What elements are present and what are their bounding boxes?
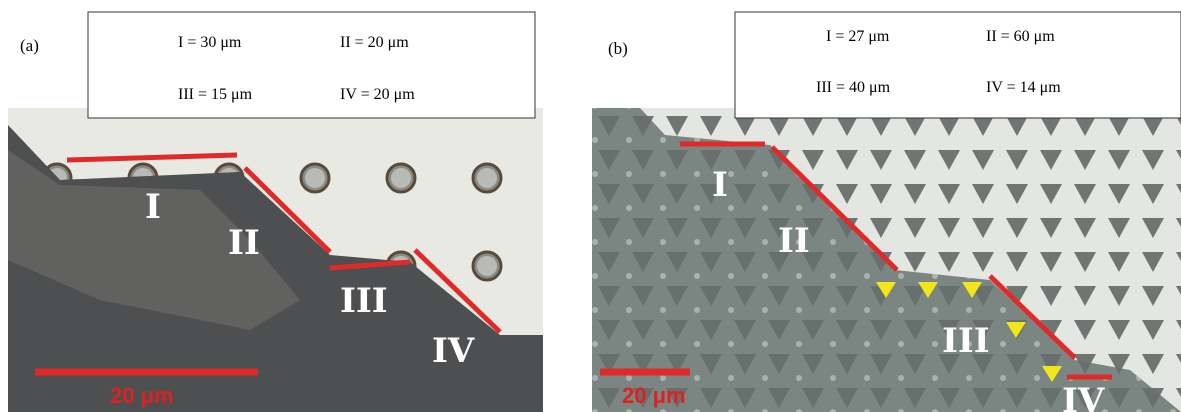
legend-box (88, 12, 535, 118)
segment-label: IV (1062, 381, 1105, 412)
measurement: II = 60 μm (986, 28, 1055, 45)
panel-b: I II III IV 20 μm (b) I = 27 μm II = 60 … (592, 12, 1181, 412)
segment-label: II (228, 223, 260, 263)
measurement: I = 30 μm (178, 34, 242, 51)
segment-label: III (340, 281, 388, 321)
segment-label: I (712, 165, 728, 205)
scale-bar-label: 20 μm (622, 383, 686, 408)
measurement: I = 27 μm (826, 28, 890, 45)
legend-box (735, 12, 1181, 118)
panel-label: (a) (20, 36, 39, 55)
segment-label: I (145, 187, 161, 227)
panel-a: I II III IV 20 μm (a) I = 30 μm II = 20 … (8, 12, 543, 412)
scale-bar-label: 20 μm (110, 383, 174, 408)
measurement: III = 15 μm (178, 86, 253, 103)
segment-label: III (942, 321, 990, 361)
segment-label: II (778, 221, 810, 261)
measurement: II = 20 μm (340, 34, 409, 51)
panel-label: (b) (608, 39, 628, 58)
measurement: IV = 20 μm (340, 86, 415, 103)
measurement: III = 40 μm (816, 79, 891, 96)
segment-label: IV (432, 331, 475, 371)
measurement: IV = 14 μm (986, 79, 1061, 96)
figure: I II III IV 20 μm (a) I = 30 μm II = 20 … (0, 0, 1181, 412)
